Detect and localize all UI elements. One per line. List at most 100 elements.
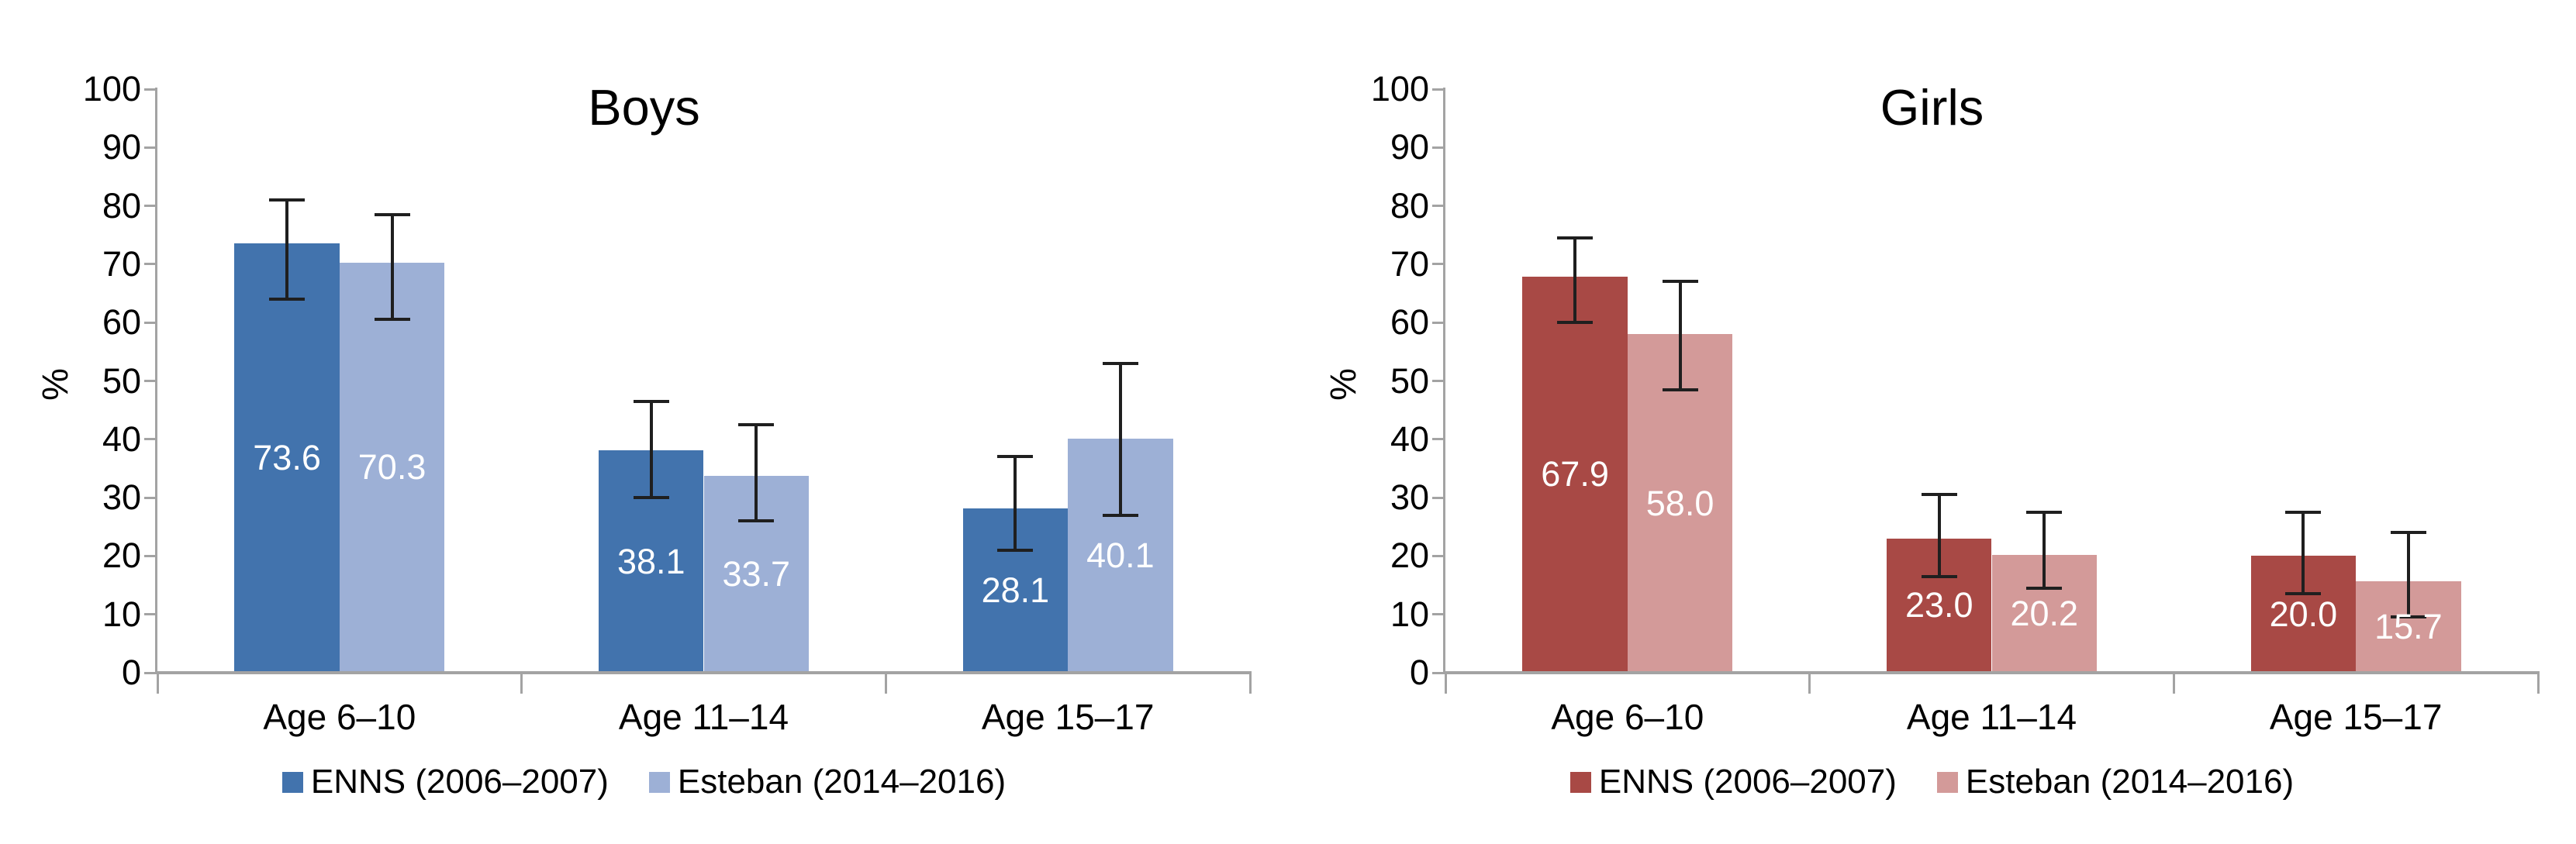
error-bar-line [2406,532,2410,618]
bar-value-label: 20.2 [2010,593,2079,633]
y-tick-mark [1432,496,1445,499]
bar-value-label: 33.7 [722,554,791,594]
y-axis-line [155,88,157,674]
error-bar-line [754,424,758,522]
legend-marker-enns [1569,771,1591,793]
y-tick-mark [1432,438,1445,441]
y-tick-mark [1432,263,1445,266]
error-bar-cap-top [633,399,669,403]
x-tick-mark [520,673,523,694]
error-bar-cap-bottom [1662,388,1698,391]
y-tick-mark [1432,146,1445,149]
error-bar-line [2042,512,2046,588]
y-tick-label: 20 [1390,536,1429,576]
y-tick-label: 30 [102,477,141,518]
y-tick-mark [1432,88,1445,91]
legend-label-enns: ENNS (2006–2007) [310,763,609,801]
error-bar-cap-top [1557,236,1594,239]
legend: ENNS (2006–2007) Esteban (2014–2016) [0,761,1288,803]
error-bar-cap-bottom [1102,513,1138,517]
bar-value-label: 23.0 [1904,585,1973,625]
error-bar-line [285,200,289,300]
y-tick-mark [1432,554,1445,557]
x-category-label: Age 15–17 [2269,697,2443,737]
error-bar-cap-top [2285,510,2322,514]
y-tick-label: 60 [1390,302,1429,343]
girls-chart-panel: Girls % 0 10 20 30 40 50 60 70 80 90 100 67.9 23.0 20… [1288,0,2576,844]
error-bar-cap-top [2390,531,2426,535]
error-bar-line [1937,494,1941,577]
error-bar-cap-bottom [997,548,1034,552]
error-bar-cap-top [269,198,306,202]
y-tick-label: 0 [121,653,141,692]
bar-value-label: 73.6 [253,437,321,477]
bar-value-label: 28.1 [981,570,1050,611]
legend: ENNS (2006–2007) Esteban (2014–2016) [1288,761,2576,803]
x-axis-line [1443,671,2540,674]
y-tick-label: 70 [1390,243,1429,284]
x-tick-mark [2172,673,2175,694]
y-tick-mark [144,554,157,557]
legend-marker-esteban [1936,771,1958,793]
bar-enns-age-6-10 [234,243,340,673]
error-bar-line [649,401,653,498]
y-tick-mark [144,496,157,499]
error-bar-line [1573,238,1577,323]
boys-chart-panel: Boys % 0 10 20 30 40 50 60 70 80 90 100 73.6 38.1 28.… [0,69,1288,803]
y-tick-mark [1432,380,1445,382]
error-bar-cap-bottom [269,298,306,301]
error-bar-cap-bottom [2285,592,2322,596]
error-bar-cap-top [374,212,410,216]
plot-area: 0 10 20 30 40 50 60 70 80 90 100 73.6 38.1 28.1 70.3 33… [82,69,1252,737]
x-axis-line [155,671,1252,674]
y-tick-mark [144,321,157,324]
bar-enns-age-6-10 [1522,276,1628,673]
y-tick-mark [144,613,157,616]
y-axis-line [1443,88,1445,674]
error-bar-cap-top [1921,493,1957,497]
y-tick-label: 20 [102,536,141,576]
y-tick-label: 90 [1390,127,1429,167]
legend-label-esteban: Esteban (2014–2016) [1965,763,2295,801]
y-tick-label: 100 [82,69,141,109]
plot-area: 0 10 20 30 40 50 60 70 80 90 100 67.9 23.0 20.0 58.0 20… [1288,0,2576,844]
error-bar-line [2301,512,2305,594]
x-tick-mark [884,673,887,694]
y-tick-mark [1432,671,1445,674]
y-tick-mark [144,671,157,674]
chart-title: Boys [588,79,700,136]
legend-marker-esteban [648,771,670,793]
y-tick-mark [144,438,157,441]
chart-title: Girls [1880,79,1984,136]
error-bar-cap-bottom [2390,615,2426,619]
y-tick-mark [144,263,157,266]
bar-value-label: 58.0 [1645,483,1714,523]
error-bar-cap-bottom [374,318,410,322]
bar-value-label: 70.3 [357,447,426,487]
y-tick-label: 50 [1390,360,1429,401]
x-category-label: Age 11–14 [1906,697,2077,737]
x-category-label: Age 6–10 [263,697,416,737]
y-tick-label: 70 [102,243,141,284]
x-category-label: Age 6–10 [1551,697,1704,737]
legend-label-enns: ENNS (2006–2007) [1598,763,1897,801]
y-tick-label: 50 [102,360,141,401]
y-tick-mark [1432,321,1445,324]
y-tick-label: 60 [102,302,141,343]
x-tick-mark [1248,673,1252,694]
bar-value-label: 15.7 [2374,606,2443,646]
error-bar-cap-top [997,455,1034,459]
y-tick-mark [144,146,157,149]
y-tick-label: 40 [1390,419,1429,459]
bar-value-label: 67.9 [1541,454,1609,494]
error-bar-cap-bottom [633,496,669,500]
error-bar-cap-top [2026,510,2063,514]
legend-label-esteban: Esteban (2014–2016) [677,763,1007,801]
y-tick-label: 10 [1390,594,1429,634]
bar-value-label: 40.1 [1086,536,1155,576]
y-tick-label: 80 [102,185,141,226]
error-bar-line [1118,363,1122,515]
y-tick-label: 30 [1390,477,1429,518]
bar-value-label: 20.0 [2269,594,2338,634]
